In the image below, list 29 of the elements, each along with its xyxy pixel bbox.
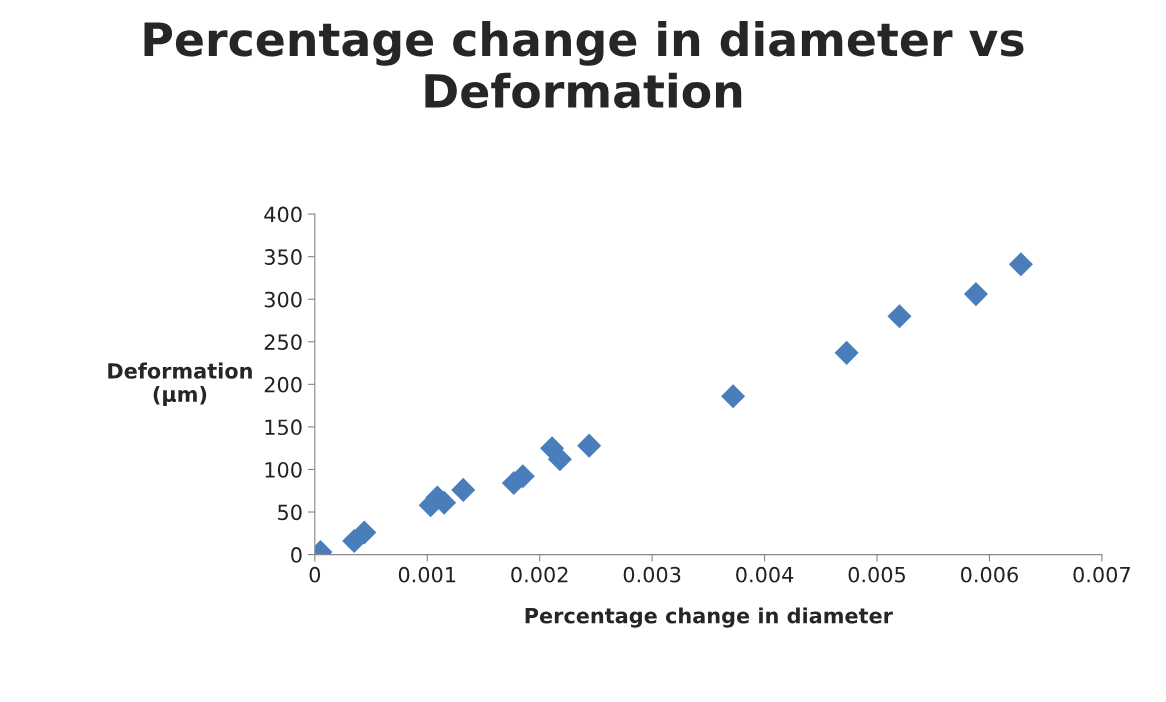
- x-tick-label: 0.007: [1073, 566, 1130, 583]
- y-tick-label: 400: [264, 206, 302, 223]
- y-tick-label: 200: [264, 376, 302, 393]
- x-tick-label: 0.003: [623, 566, 681, 583]
- y-tick-label: 50: [278, 504, 302, 521]
- point: [887, 304, 912, 329]
- chart-title: Percentage change in diameter vs Deformation: [144, 21, 1024, 109]
- x-tick-label: 0: [309, 566, 321, 583]
- point: [547, 447, 572, 472]
- y-tick-label: 150: [265, 419, 302, 436]
- x-tick-label: 0.006: [960, 566, 1018, 583]
- y-tick-label: 350: [264, 249, 302, 265]
- point: [1008, 252, 1033, 277]
- point: [721, 384, 746, 409]
- y-axis-title: Deformation (µm): [108, 362, 252, 407]
- point: [451, 477, 476, 502]
- x-tick-label: 0.005: [848, 566, 905, 583]
- point: [834, 340, 859, 365]
- point: [577, 433, 602, 458]
- x-tick-label: 0.002: [511, 566, 568, 583]
- y-tick-label: 250: [264, 334, 302, 350]
- point: [352, 520, 377, 545]
- y-tick-label: 100: [265, 461, 302, 478]
- point: [963, 282, 988, 307]
- y-tick-label: 300: [264, 291, 302, 308]
- y-tick-label: 0: [291, 547, 302, 563]
- x-tick-label: 0.001: [398, 566, 456, 583]
- x-tick-label: 0.004: [736, 566, 794, 583]
- x-axis-title: Percentage change in diameter: [525, 607, 893, 628]
